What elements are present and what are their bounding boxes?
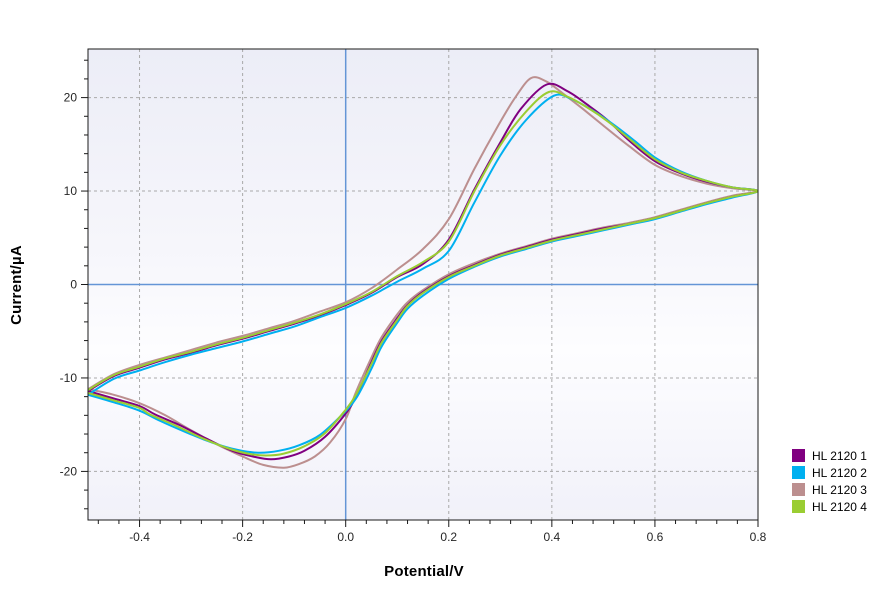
legend-item[interactable]: HL 2120 1 bbox=[792, 447, 867, 464]
legend-label: HL 2120 1 bbox=[812, 448, 867, 463]
legend-label: HL 2120 2 bbox=[812, 465, 867, 480]
cv-curve-hl-2120-3 bbox=[88, 76, 758, 469]
x-tick-label: 0.4 bbox=[544, 530, 561, 544]
cv-curve-hl-2120-2 bbox=[88, 93, 758, 454]
x-tick-label: 0.2 bbox=[440, 530, 457, 544]
y-tick-label: 10 bbox=[64, 184, 78, 198]
legend-item[interactable]: HL 2120 3 bbox=[792, 481, 867, 498]
plot-border bbox=[87, 48, 759, 521]
legend-item[interactable]: HL 2120 4 bbox=[792, 498, 867, 515]
legend-swatch bbox=[792, 483, 805, 496]
x-tick-label: 0.8 bbox=[750, 530, 767, 544]
cv-curve-hl-2120-4 bbox=[88, 90, 758, 457]
y-tick-label: -20 bbox=[60, 464, 78, 478]
legend-item[interactable]: HL 2120 2 bbox=[792, 464, 867, 481]
legend-label: HL 2120 4 bbox=[812, 499, 867, 514]
x-tick-label: -0.4 bbox=[129, 530, 150, 544]
y-axis-title: Current/µA bbox=[8, 245, 25, 325]
legend-swatch bbox=[792, 466, 805, 479]
y-tick-label: -10 bbox=[60, 371, 78, 385]
y-tick-label: 20 bbox=[64, 91, 78, 105]
x-tick-label: -0.2 bbox=[232, 530, 253, 544]
legend-label: HL 2120 3 bbox=[812, 482, 867, 497]
cv-curve-hl-2120-1 bbox=[88, 82, 758, 461]
x-tick-label: 0.0 bbox=[337, 530, 354, 544]
y-tick-label: 0 bbox=[70, 278, 77, 292]
legend-swatch bbox=[792, 500, 805, 513]
legend-swatch bbox=[792, 449, 805, 462]
legend: HL 2120 1 HL 2120 2 HL 2120 3 HL 2120 4 bbox=[792, 447, 867, 515]
x-tick-label: 0.6 bbox=[647, 530, 664, 544]
x-axis-title: Potential/V bbox=[384, 563, 464, 580]
